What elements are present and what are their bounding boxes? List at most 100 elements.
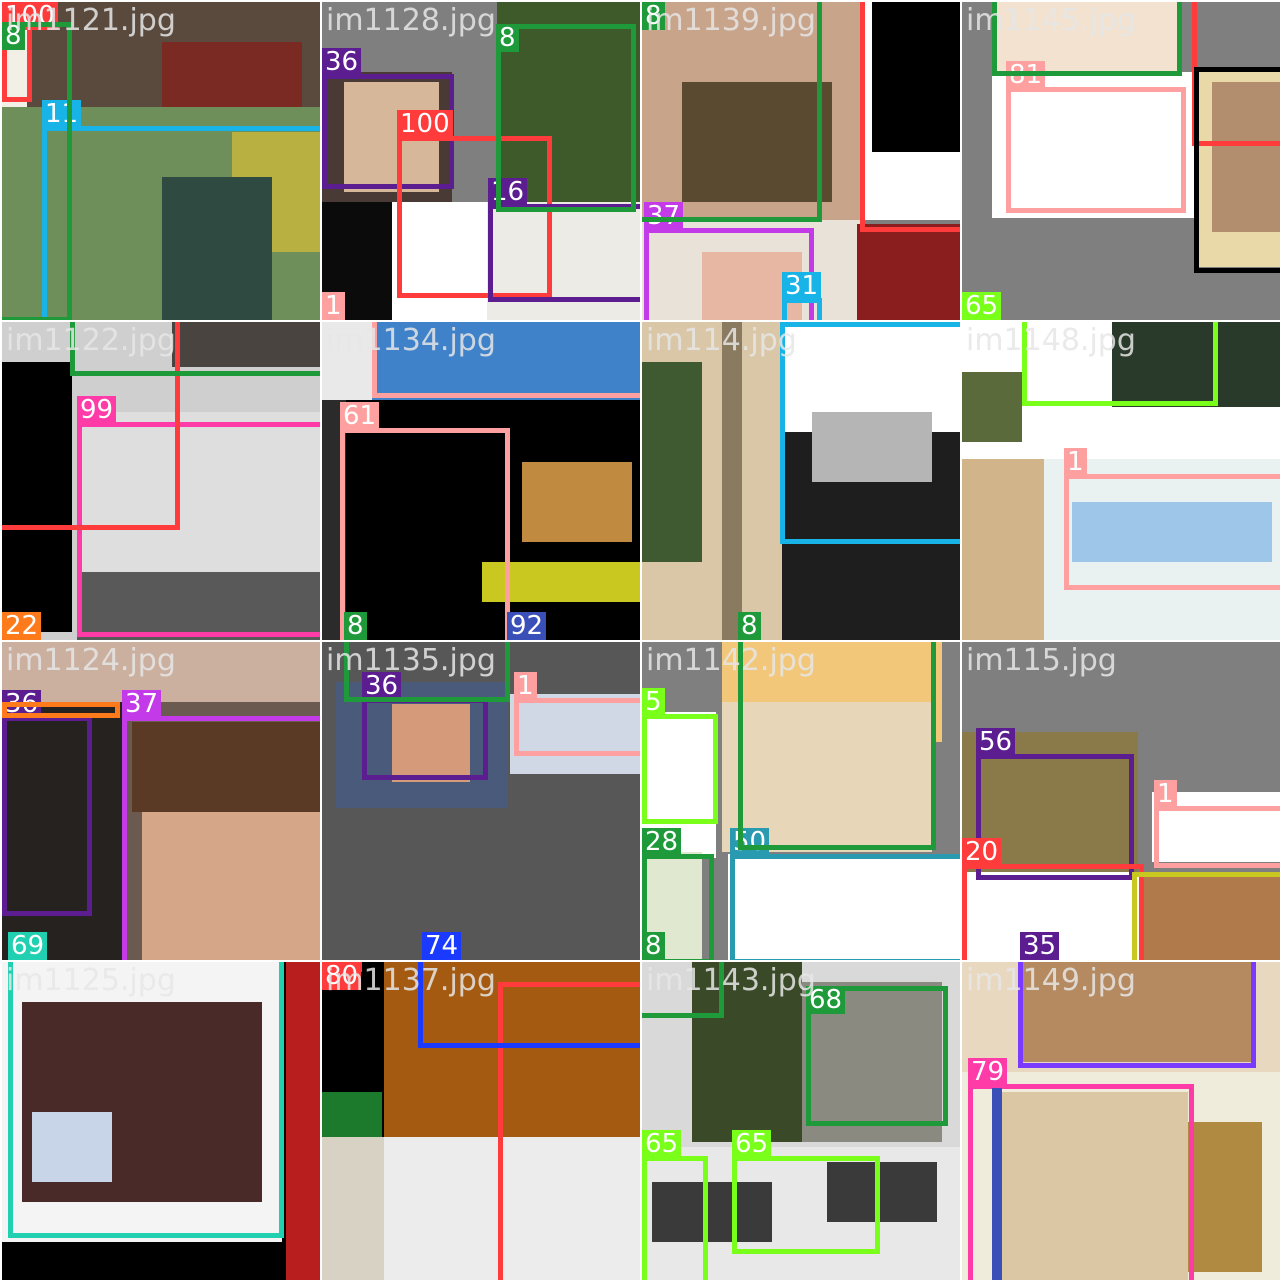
box-label: 74 <box>422 932 462 960</box>
image-tile: 36 37 69 im1124.jpg <box>2 642 320 960</box>
image-region <box>992 72 1194 218</box>
box-label: 5 <box>642 688 665 716</box>
box-label: 8 <box>738 612 761 640</box>
image-tile: 80 im1137.jpg <box>322 962 640 1280</box>
image-tile: 65 65 68 im1143.jpg <box>642 962 960 1280</box>
bounding-box <box>1022 322 1218 406</box>
box-label: 1 <box>322 292 345 320</box>
bounding-box <box>362 698 488 780</box>
image-region <box>857 224 960 320</box>
image-region <box>497 2 640 202</box>
bounding-box <box>418 962 640 1048</box>
image-region <box>992 2 1182 72</box>
image-region <box>812 412 932 482</box>
box-label: 8 <box>642 932 665 960</box>
image-region <box>77 572 320 640</box>
box-label: 37 <box>122 690 162 718</box>
bounding-box <box>8 962 284 1238</box>
image-tile: 99 22 im1122.jpg <box>2 322 320 640</box>
box-label: 31 <box>782 272 822 300</box>
bounding-box <box>642 1156 708 1280</box>
box-label: 80 <box>322 962 362 990</box>
bounding-box <box>70 322 320 376</box>
image-region <box>642 362 702 562</box>
image-tile: 36 100 16 8 1 im1128.jpg <box>322 2 640 320</box>
image-tile: 11 100 8 im1121.jpg <box>2 2 320 320</box>
bounding-box <box>1154 806 1280 868</box>
image-tile: 56 20 1 35 im115.jpg <box>962 642 1280 960</box>
box-label: 99 <box>77 396 117 424</box>
image-region <box>827 1162 937 1222</box>
tile-filename: im115.jpg <box>966 643 1117 678</box>
box-label: 92 <box>507 612 547 640</box>
bounding-box <box>642 2 822 222</box>
bounding-box <box>372 322 640 398</box>
bounding-box <box>2 702 120 718</box>
box-label: 56 <box>976 728 1016 756</box>
bounding-box <box>397 136 552 298</box>
tile-filename: im1125.jpg <box>6 963 176 998</box>
image-region <box>2 362 72 632</box>
bounding-box <box>496 24 636 212</box>
box-label: 8 <box>344 612 367 640</box>
box-label: 28 <box>642 828 682 856</box>
image-region <box>322 1137 384 1280</box>
image-tile: 36 1 74 im1135.jpg <box>322 642 640 960</box>
image-tile: 1 im1148.jpg <box>962 322 1280 640</box>
image-region <box>322 1092 382 1137</box>
tile-filename: im1143.jpg <box>646 963 816 998</box>
image-tile: 61 92 8 im1134.jpg <box>322 322 640 640</box>
bounding-box <box>860 2 960 232</box>
box-label: 8 <box>2 22 25 50</box>
tile-filename: im1135.jpg <box>326 643 496 678</box>
image-tile: 79 im1149.jpg <box>962 962 1280 1280</box>
box-label: 65 <box>642 1130 682 1158</box>
tile-filename: im1139.jpg <box>646 3 816 38</box>
bounding-box <box>642 962 724 1018</box>
image-region <box>522 462 632 542</box>
image-region <box>962 459 1044 640</box>
box-label: 69 <box>8 932 48 960</box>
tile-filename: im1142.jpg <box>646 643 816 678</box>
tile-filename: im1122.jpg <box>6 323 176 358</box>
image-region <box>722 322 742 640</box>
image-region <box>692 962 802 1142</box>
tile-filename: im1149.jpg <box>966 963 1136 998</box>
bounding-box <box>2 2 32 102</box>
box-label: 8 <box>496 24 519 52</box>
bounding-box <box>340 428 510 640</box>
image-region <box>682 82 832 202</box>
bounding-box <box>488 204 640 302</box>
box-label: 100 <box>397 110 453 138</box>
bounding-box <box>780 322 960 544</box>
box-label: 35 <box>1020 932 1060 960</box>
image-region <box>384 962 640 1137</box>
box-label: 8 <box>642 2 665 30</box>
image-region <box>1072 502 1272 562</box>
box-label: 37 <box>644 202 684 230</box>
image-region <box>32 1112 112 1182</box>
bounding-box <box>738 642 936 850</box>
tile-filename: im1137.jpg <box>326 963 496 998</box>
image-region <box>172 322 320 367</box>
tile-filename: im1128.jpg <box>326 3 496 38</box>
bounding-box <box>730 854 960 960</box>
image-region <box>162 177 272 320</box>
box-label: 1 <box>1154 780 1177 808</box>
box-label: 36 <box>322 48 362 76</box>
box-label: 20 <box>962 838 1002 866</box>
bounding-box <box>1194 67 1280 273</box>
image-region <box>132 722 320 812</box>
bounding-box <box>42 126 320 320</box>
image-tile: 37 8 31 im1139.jpg <box>642 2 960 320</box>
bounding-box <box>968 1084 1194 1280</box>
tile-filename: im1134.jpg <box>326 323 496 358</box>
image-region <box>372 322 640 400</box>
image-region <box>2 702 122 960</box>
bounding-box <box>642 854 714 960</box>
tile-filename: im1121.jpg <box>6 3 176 38</box>
image-region <box>998 1092 1188 1280</box>
image-region <box>728 854 960 960</box>
image-region <box>1022 962 1252 1062</box>
bounding-box <box>1064 474 1280 590</box>
